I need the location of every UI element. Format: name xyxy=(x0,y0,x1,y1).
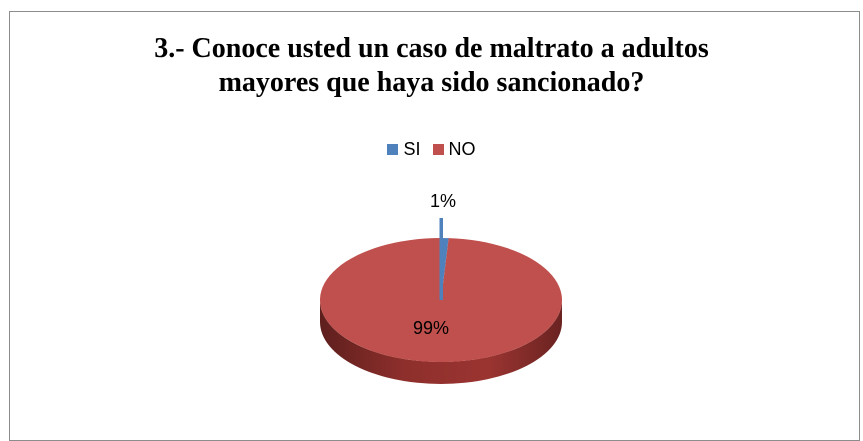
chart-legend: SI NO xyxy=(0,139,863,160)
legend-item-no: NO xyxy=(432,139,476,160)
chart-title-line-1: 3.- Conoce usted un caso de maltrato a a… xyxy=(154,33,709,64)
legend-label-no: NO xyxy=(448,139,476,159)
pie-chart-svg: 1% 99% xyxy=(319,191,562,384)
pie-slice-si-edge xyxy=(439,218,443,300)
data-label-no: 99% xyxy=(413,318,449,338)
legend-label-si: SI xyxy=(403,139,421,159)
pie-group: 1% 99% xyxy=(319,191,562,384)
legend-item-si: SI xyxy=(387,139,421,160)
legend-swatch-no xyxy=(432,144,444,155)
data-label-si: 1% xyxy=(430,191,456,211)
legend-swatch-si xyxy=(387,144,399,155)
chart-title-line-2: mayores que haya sido sancionado? xyxy=(218,67,645,98)
pie-side-no xyxy=(320,300,562,384)
chart-title: 3.- Conoce usted un caso de maltrato a a… xyxy=(0,32,863,100)
